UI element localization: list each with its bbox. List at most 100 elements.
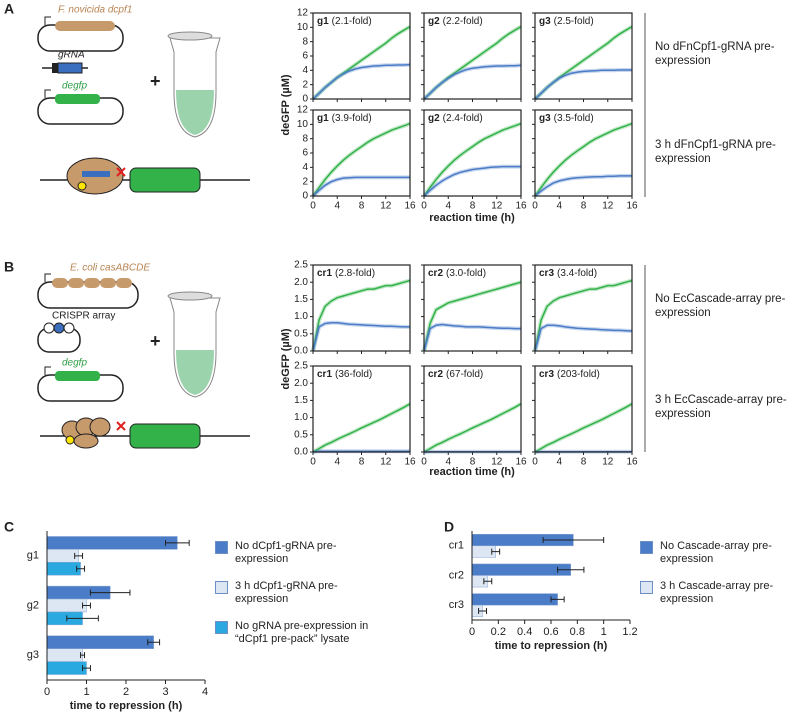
x-tick-label: 3 [162, 686, 168, 698]
line [534, 175, 632, 197]
x-tick-label: 0 [532, 457, 538, 468]
line-shade [422, 24, 523, 101]
diagram-b [37, 273, 250, 449]
y-tick-label: 0.5 [294, 429, 308, 440]
legend-entry: No Cascade-array pre-expression [640, 540, 790, 566]
chart-title-main: g1 [317, 113, 329, 124]
x-tick-label: 16 [515, 201, 527, 212]
error-bar [66, 615, 99, 622]
x-axis-label: reaction time (h) [429, 466, 515, 478]
line [312, 322, 410, 352]
row-label: 3 h EcCascade-array pre-expression [655, 394, 787, 420]
chart-subtitle: (2.4-fold) [443, 113, 483, 124]
plot-frame [312, 365, 411, 453]
x-tick-label: 1.2 [622, 626, 637, 638]
x-tick-label: 12 [602, 201, 614, 212]
gene-label: F. novicida dcpf1 [58, 5, 132, 16]
x-tick-label: 0.8 [570, 626, 585, 638]
legend-label: No gRNA pre-expression in “dCpf1 pre-pac… [235, 620, 369, 645]
chart-title-main: cr1 [317, 268, 332, 279]
x-tick-label: 8 [359, 457, 365, 468]
plus: + [150, 71, 161, 91]
line [312, 63, 411, 100]
line [312, 403, 411, 453]
y-tick-label: 2 [302, 176, 308, 187]
legend-swatch [640, 541, 653, 554]
chart-title: g2 (2.2-fold) [428, 16, 483, 27]
y-tick-label: 2.0 [294, 277, 308, 288]
plot-frame [534, 365, 633, 453]
y-tick-label: 0.0 [294, 447, 308, 458]
y-tick-label: 1.0 [294, 311, 308, 322]
y-tick-label: 0 [302, 94, 308, 105]
chart-title: cr2 (67-fold) [428, 369, 483, 380]
x-axis-label: reaction time (h) [429, 212, 515, 224]
line-shade [311, 24, 412, 101]
error-bar [74, 552, 84, 559]
x-tick-label: 2 [123, 686, 129, 698]
y-tick-label: 6 [302, 148, 308, 159]
legend-swatch [215, 581, 228, 594]
error-bar [82, 602, 91, 609]
y-tick-label: 12 [297, 8, 309, 19]
y-tick-label: 10 [297, 22, 309, 33]
x-tick-label: 16 [626, 457, 638, 468]
error-bar [147, 639, 161, 646]
chart-title-main: cr2 [428, 268, 443, 279]
error-bar [483, 578, 493, 585]
line [534, 122, 633, 197]
x-tick-label: 16 [515, 457, 527, 468]
error-bar [491, 548, 501, 555]
error-bar [82, 665, 91, 672]
x-tick-label: 0 [421, 201, 427, 212]
line [534, 279, 633, 352]
panel-label: D [444, 519, 454, 535]
chart-subtitle: (2.5-fold) [554, 16, 594, 27]
line [423, 165, 521, 197]
y-tick-label: 2.5 [294, 361, 308, 372]
bar [46, 598, 87, 613]
x-tick-label: 4 [334, 201, 340, 212]
legend-swatch [215, 621, 228, 634]
chart-subtitle: (3.0-fold) [446, 268, 486, 279]
line-shade [533, 24, 634, 101]
chart-title: cr1 (2.8-fold) [317, 268, 375, 279]
chart-subtitle: (3.5-fold) [554, 113, 594, 124]
y-tick-label: 0.0 [294, 346, 308, 357]
error-bar [76, 565, 86, 572]
chart-title-main: cr2 [428, 369, 443, 380]
x-tick-label: 12 [602, 457, 614, 468]
legend-entry: No dCpf1-gRNA pre-expression [215, 540, 385, 566]
x-tick-label: 0.4 [517, 626, 532, 638]
row-label: No dFnCpf1-gRNA pre-expression [655, 41, 775, 67]
error-bar [542, 537, 605, 544]
y-tick-label: 1.5 [294, 395, 308, 406]
x-tick-label: 8 [470, 457, 476, 468]
row-label: 3 h dFnCpf1-gRNA pre-expression [655, 139, 776, 165]
x-tick-label: 4 [334, 457, 340, 468]
panel-label: B [4, 259, 14, 275]
chart-title-main: g1 [317, 16, 329, 27]
x-tick-label: 1 [601, 626, 607, 638]
line [534, 403, 633, 453]
chart-subtitle: (3.9-fold) [332, 113, 372, 124]
row-label: No EcCascade-array pre-expression [655, 293, 786, 319]
x-tick-label: 4 [445, 457, 451, 468]
y-tick-label: 2.5 [294, 260, 308, 271]
chart-subtitle: (2.8-fold) [335, 268, 375, 279]
error-bar [557, 566, 585, 573]
x-axis-label: time to repression (h) [495, 640, 608, 652]
chart-subtitle: (2.1-fold) [332, 16, 372, 27]
error-bar [80, 652, 86, 659]
legend-swatch [640, 581, 653, 594]
line [534, 324, 633, 352]
y-tick-label: cr2 [449, 569, 464, 581]
x-tick-label: 8 [581, 457, 587, 468]
bar [46, 536, 178, 550]
legend-label: 3 h Cascade-array pre-expression [660, 580, 774, 605]
y-tick-label: g1 [27, 550, 39, 562]
x-tick-label: 8 [359, 201, 365, 212]
legend-entry: No gRNA pre-expression in “dCpf1 pre-pac… [215, 620, 385, 646]
y-tick-label: 12 [297, 105, 309, 116]
x-tick-label: 16 [404, 457, 416, 468]
